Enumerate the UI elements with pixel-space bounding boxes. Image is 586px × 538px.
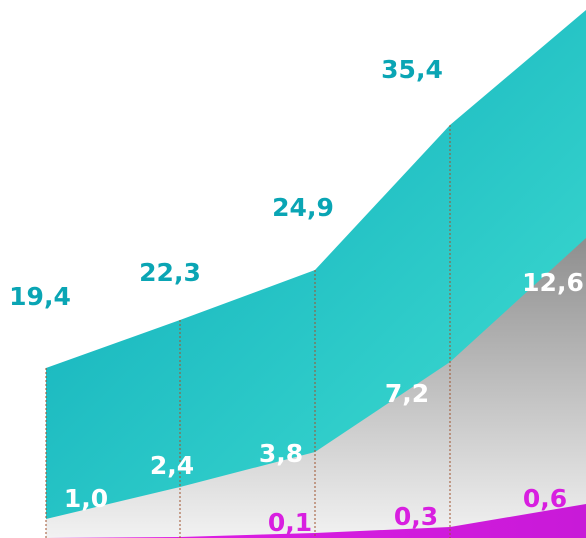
gray-data-label: 12,6 (522, 268, 584, 297)
teal-data-label: 24,9 (272, 193, 334, 222)
gray-data-label: 1,0 (64, 484, 108, 513)
gray-area (46, 238, 586, 538)
gray-data-label: 3,8 (259, 439, 303, 468)
magenta-data-label: 0,3 (394, 502, 438, 531)
teal-data-label: 22,3 (139, 258, 201, 287)
magenta-data-label: 0,6 (523, 484, 567, 513)
magenta-area (46, 504, 586, 538)
gray-data-label: 7,2 (385, 379, 429, 408)
magenta-data-label: 0,1 (268, 508, 312, 537)
teal-data-label: 19,4 (9, 282, 71, 311)
gray-data-label: 2,4 (150, 451, 194, 480)
teal-data-label: 35,4 (381, 55, 443, 84)
